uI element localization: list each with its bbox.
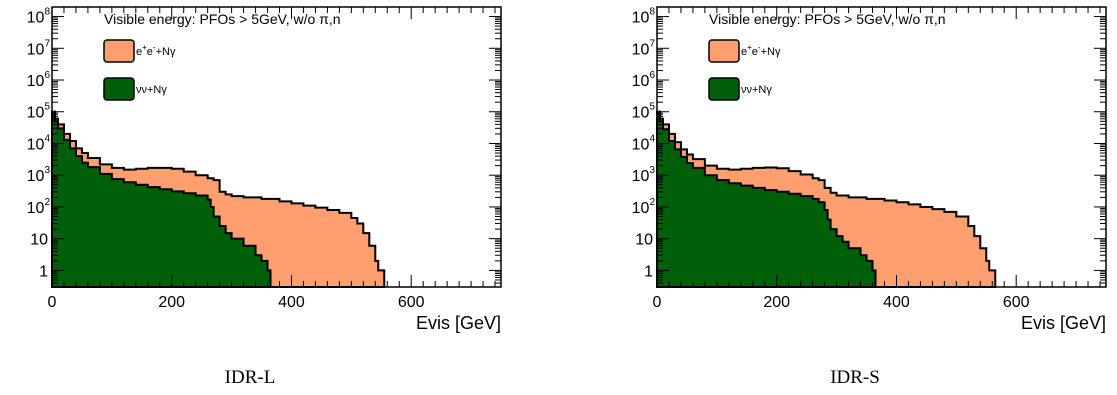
histogram-idr-s: 0 200 400 600 1 10 102 103 104 105 106 107 108 Visibl… — [632, 6, 1107, 333]
y-tick-label: 106 — [632, 70, 656, 90]
legend-swatch-0 — [708, 39, 740, 63]
legend-label-0: e+e-+Nγ — [136, 43, 176, 58]
caption-idr-l: IDR-L — [224, 367, 276, 388]
y-tick-label: 106 — [27, 70, 51, 90]
x-tick-label: 400 — [278, 294, 305, 311]
y-tick-label: 105 — [27, 102, 51, 122]
series-area-1 — [656, 110, 877, 288]
legend-label-1: νν+Nγ — [741, 84, 772, 96]
x-axis-label: Evis [GeV] — [1021, 313, 1106, 333]
y-tick-label: 105 — [632, 102, 656, 122]
x-tick-label: 400 — [883, 294, 910, 311]
y-tick-label: 102 — [27, 197, 51, 217]
legend-swatch-1 — [103, 77, 135, 101]
y-tick-label: 102 — [632, 197, 656, 217]
panel-idr-s: 0 200 400 600 1 10 102 103 104 105 106 107 108 Visibl… — [605, 0, 1117, 395]
histogram-idr-l: 0 200 400 600 1 10 102 103 104 105 106 107 108 Visibl… — [27, 6, 502, 333]
legend-label-1: νν+Nγ — [136, 84, 167, 96]
caption-idr-s: IDR-S — [830, 367, 880, 388]
y-tick-label: 104 — [632, 133, 656, 153]
y-tick-label: 10 — [30, 232, 48, 249]
x-tick-label: 600 — [398, 294, 425, 311]
y-tick-label: 103 — [632, 165, 656, 185]
chart-title: Visible energy: PFOs > 5GeV, w/o π,n — [104, 11, 341, 27]
x-axis-label: Evis [GeV] — [416, 313, 501, 333]
y-tick-label: 104 — [27, 133, 51, 153]
y-tick-label: 107 — [632, 38, 656, 58]
y-tick-label: 10 — [635, 232, 653, 249]
y-tick-label: 107 — [27, 38, 51, 58]
y-tick-label: 1 — [39, 263, 48, 280]
chart-title: Visible energy: PFOs > 5GeV, w/o π,n — [709, 11, 946, 27]
x-tick-label: 0 — [48, 294, 57, 311]
y-tick-label: 103 — [27, 165, 51, 185]
series-area-1 — [51, 110, 272, 288]
x-tick-label: 600 — [1003, 294, 1030, 311]
legend-swatch-1 — [708, 77, 740, 101]
panel-idr-l: 0 200 400 600 1 10 102 103 104 105 106 107 108 Visibl… — [0, 0, 540, 395]
x-tick-label: 0 — [653, 294, 662, 311]
y-tick-label: 1 — [644, 263, 653, 280]
x-tick-label: 200 — [763, 294, 790, 311]
legend-label-0: e+e-+Nγ — [741, 43, 781, 58]
legend-swatch-0 — [103, 39, 135, 63]
y-tick-label: 108 — [632, 7, 656, 27]
x-tick-label: 200 — [158, 294, 185, 311]
y-tick-label: 108 — [27, 7, 51, 27]
